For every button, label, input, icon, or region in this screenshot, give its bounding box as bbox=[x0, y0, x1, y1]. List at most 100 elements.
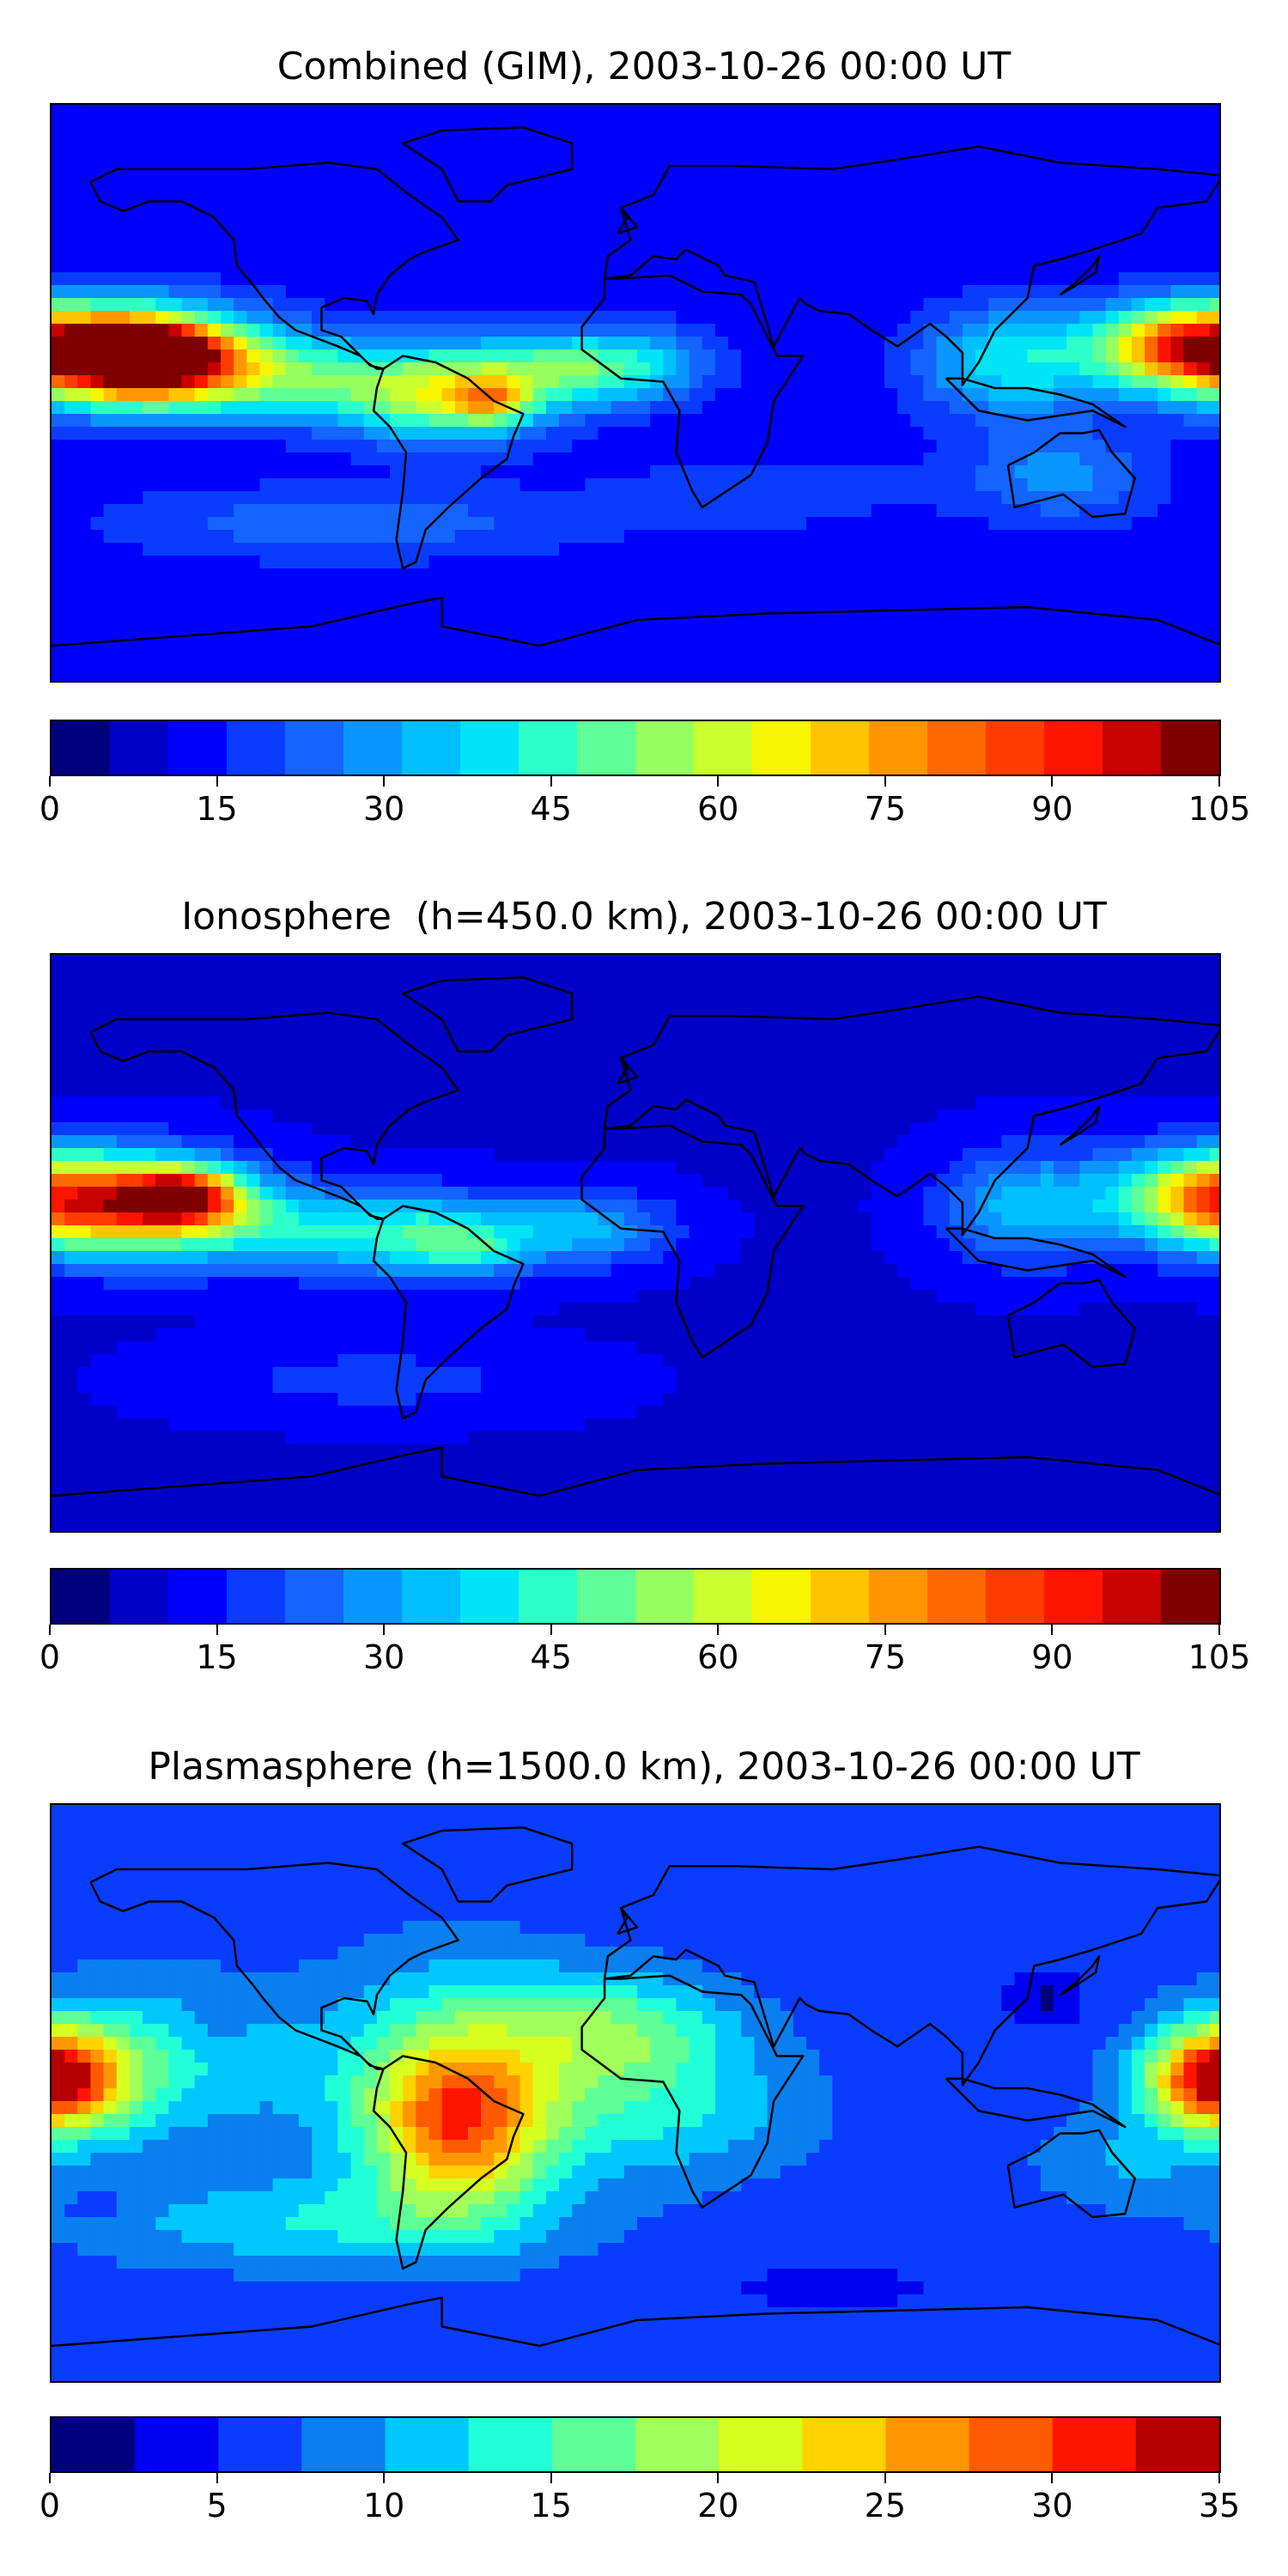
map-cell bbox=[545, 1071, 560, 1084]
map-cell bbox=[702, 556, 716, 569]
map-cell bbox=[572, 440, 586, 453]
map-cell bbox=[1131, 221, 1145, 234]
map-cell bbox=[923, 131, 938, 144]
map-cell bbox=[714, 981, 729, 994]
map-cell bbox=[390, 1006, 404, 1020]
map-cell bbox=[793, 182, 807, 196]
map-cell bbox=[884, 156, 898, 170]
map-cell bbox=[350, 1071, 365, 1084]
map-cell bbox=[325, 646, 339, 659]
map-cell bbox=[481, 568, 495, 582]
map-cell bbox=[1079, 993, 1094, 1007]
map-cell bbox=[221, 195, 234, 209]
map-cell bbox=[572, 517, 586, 531]
map-cell bbox=[1027, 388, 1042, 402]
map-cell bbox=[298, 1019, 313, 1033]
map-cell bbox=[988, 375, 1002, 389]
map-cell bbox=[923, 1006, 938, 1020]
map-cell bbox=[754, 633, 769, 647]
map-cell bbox=[637, 671, 651, 681]
map-cell bbox=[519, 491, 534, 505]
map-cell bbox=[221, 530, 234, 544]
map-cell bbox=[194, 143, 209, 157]
map-cell bbox=[1105, 118, 1120, 131]
map-cell bbox=[363, 453, 378, 466]
map-cell bbox=[1131, 362, 1145, 376]
map-cell bbox=[168, 556, 183, 569]
map-cell bbox=[910, 118, 925, 131]
map-cell bbox=[298, 607, 313, 621]
map-cell bbox=[871, 131, 885, 144]
map-cell bbox=[611, 401, 625, 415]
map-cell bbox=[910, 401, 925, 415]
map-cell bbox=[975, 530, 989, 544]
map-cell bbox=[1027, 620, 1042, 634]
map-cell bbox=[1183, 955, 1198, 969]
map-cell bbox=[441, 414, 456, 428]
map-cell bbox=[312, 491, 325, 505]
map-cell bbox=[858, 427, 872, 440]
map-cell bbox=[780, 362, 794, 376]
map-cell bbox=[819, 349, 833, 363]
map-cell bbox=[910, 131, 925, 144]
map-cell bbox=[1040, 478, 1054, 492]
map-cell bbox=[221, 234, 234, 247]
map-cell bbox=[259, 246, 274, 260]
map-cell bbox=[441, 208, 456, 222]
map-cell bbox=[181, 324, 196, 337]
map-cell bbox=[298, 633, 313, 647]
map-cell bbox=[1092, 208, 1107, 222]
map-cell bbox=[1196, 272, 1211, 286]
map-cell bbox=[897, 1045, 911, 1059]
map-cell bbox=[650, 285, 664, 299]
map-cell bbox=[936, 607, 951, 621]
map-cell bbox=[1196, 607, 1211, 621]
map-cell bbox=[507, 169, 521, 183]
map-cell bbox=[312, 234, 325, 247]
map-cell bbox=[403, 388, 416, 402]
map-cell bbox=[767, 234, 781, 247]
map-cell bbox=[858, 955, 872, 969]
map-cell bbox=[1001, 504, 1016, 518]
map-cell bbox=[129, 221, 143, 234]
map-cell bbox=[819, 143, 833, 157]
map-cell bbox=[52, 993, 65, 1007]
map-cell bbox=[1053, 556, 1067, 569]
map-cell bbox=[403, 1071, 416, 1084]
map-cell bbox=[650, 259, 664, 273]
map-cell bbox=[845, 568, 860, 582]
map-cell bbox=[585, 324, 599, 337]
map-cell bbox=[572, 465, 586, 479]
map-cell bbox=[1145, 517, 1158, 531]
map-cell bbox=[350, 414, 365, 428]
map-cell bbox=[728, 414, 742, 428]
map-cell bbox=[325, 195, 339, 209]
map-cell bbox=[714, 453, 729, 466]
map-cell bbox=[897, 401, 911, 415]
map-cell bbox=[325, 556, 339, 569]
map-cell bbox=[1131, 659, 1145, 672]
map-cell bbox=[871, 659, 885, 672]
map-cell bbox=[168, 246, 183, 260]
map-cell bbox=[754, 324, 769, 337]
map-cell bbox=[611, 981, 625, 994]
map-cell bbox=[1118, 465, 1133, 479]
map-cell bbox=[663, 259, 677, 273]
map-cell bbox=[793, 195, 807, 209]
map-cell bbox=[519, 1045, 534, 1059]
map-cell bbox=[376, 1006, 391, 1020]
map-cell bbox=[532, 1045, 547, 1059]
map-cell bbox=[428, 259, 443, 273]
map-cell bbox=[962, 981, 976, 994]
map-cell bbox=[234, 981, 247, 994]
map-cell bbox=[298, 1006, 313, 1020]
map-cell bbox=[611, 234, 625, 247]
map-cell bbox=[428, 968, 443, 981]
map-cell bbox=[714, 440, 729, 453]
map-cell bbox=[103, 234, 118, 247]
map-cell bbox=[155, 504, 169, 518]
map-cell bbox=[64, 955, 78, 969]
map-cell bbox=[285, 337, 300, 350]
map-cell bbox=[532, 659, 547, 672]
map-cell bbox=[1209, 556, 1219, 569]
